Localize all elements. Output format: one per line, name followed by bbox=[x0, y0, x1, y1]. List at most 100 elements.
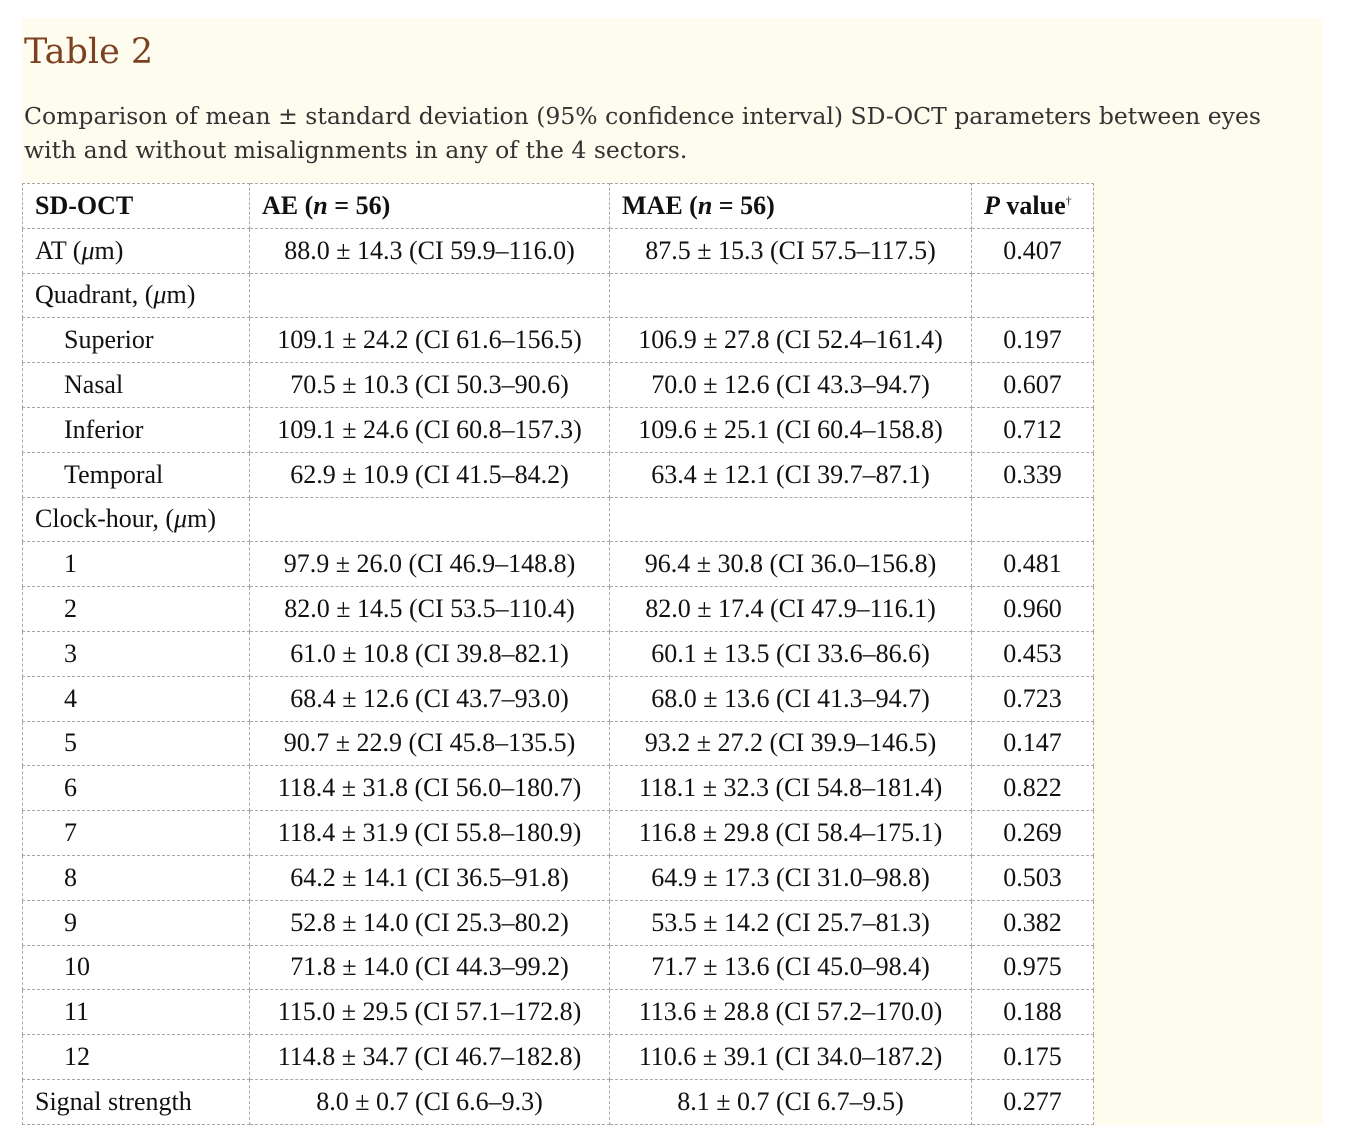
data-table: SD-OCT AE (n = 56) MAE (n = 56) P value†… bbox=[22, 183, 1094, 1125]
ae-value: 109.1 ± 24.6 (CI 60.8–157.3) bbox=[249, 406, 610, 453]
ae-value: 109.1 ± 24.2 (CI 61.6–156.5) bbox=[249, 317, 610, 364]
p-value: 0.269 bbox=[971, 810, 1094, 856]
row-label-pre: Clock-hour, ( bbox=[35, 504, 175, 534]
data-table-container: SD-OCT AE (n = 56) MAE (n = 56) P value†… bbox=[22, 183, 1094, 1125]
table-row: 12 114.8 ± 34.7 (CI 46.7–182.8) 110.6 ± … bbox=[22, 1034, 1094, 1080]
mae-value: 60.1 ± 13.5 (CI 33.6–86.6) bbox=[609, 630, 972, 677]
row-label: 10 bbox=[22, 944, 250, 991]
row-label: 5 bbox=[22, 720, 250, 767]
row-label: 12 bbox=[22, 1034, 250, 1080]
row-label: 3 bbox=[22, 630, 250, 677]
mae-value: 93.2 ± 27.2 (CI 39.9–146.5) bbox=[609, 720, 972, 767]
table-row: Nasal 70.5 ± 10.3 (CI 50.3–90.6) 70.0 ± … bbox=[22, 362, 1094, 408]
ae-value: 115.0 ± 29.5 (CI 57.1–172.8) bbox=[249, 989, 610, 1036]
row-label: 9 bbox=[22, 899, 250, 946]
p-value: 0.975 bbox=[971, 944, 1094, 991]
ae-value: 64.2 ± 14.1 (CI 36.5–91.8) bbox=[249, 854, 610, 901]
row-label: Clock-hour, (μm) bbox=[22, 496, 250, 543]
p-value: 0.503 bbox=[971, 854, 1094, 901]
table-row: Clock-hour, (μm) bbox=[22, 496, 1094, 543]
ae-value: 118.4 ± 31.8 (CI 56.0–180.7) bbox=[249, 765, 610, 812]
ae-value: 68.4 ± 12.6 (CI 43.7–93.0) bbox=[249, 675, 610, 722]
p-value: 0.197 bbox=[971, 317, 1094, 364]
ae-value bbox=[249, 272, 610, 319]
p-value: 0.339 bbox=[971, 451, 1094, 498]
p-value: 0.960 bbox=[971, 586, 1094, 632]
row-label: 7 bbox=[22, 810, 250, 856]
mae-value bbox=[609, 272, 972, 319]
row-label-pre: AT ( bbox=[35, 235, 82, 265]
row-label-post: m) bbox=[166, 280, 196, 310]
ae-value: 8.0 ± 0.7 (CI 6.6–9.3) bbox=[249, 1078, 610, 1125]
mae-value: 71.7 ± 13.6 (CI 45.0–98.4) bbox=[609, 944, 972, 991]
p-value bbox=[971, 496, 1094, 543]
table-row: Quadrant, (μm) bbox=[22, 272, 1094, 319]
mae-value: 87.5 ± 15.3 (CI 57.5–117.5) bbox=[609, 227, 972, 274]
mae-value: 96.4 ± 30.8 (CI 36.0–156.8) bbox=[609, 541, 972, 588]
header-dagger: † bbox=[1065, 193, 1072, 208]
header-mae-prefix: MAE ( bbox=[622, 190, 698, 220]
mae-value: 70.0 ± 12.6 (CI 43.3–94.7) bbox=[609, 362, 972, 408]
row-label: 6 bbox=[22, 765, 250, 812]
mu-symbol: μ bbox=[153, 280, 167, 310]
row-label-pre: Quadrant, ( bbox=[35, 280, 154, 310]
header-p-rest: value bbox=[999, 190, 1066, 220]
ae-value: 114.8 ± 34.7 (CI 46.7–182.8) bbox=[249, 1034, 610, 1080]
header-ae-suffix: = 56) bbox=[327, 190, 391, 220]
row-label: 1 bbox=[22, 541, 250, 588]
table-row: Signal strength 8.0 ± 0.7 (CI 6.6–9.3) 8… bbox=[22, 1078, 1094, 1125]
row-label: 4 bbox=[22, 675, 250, 722]
p-value: 0.188 bbox=[971, 989, 1094, 1036]
mae-value: 63.4 ± 12.1 (CI 39.7–87.1) bbox=[609, 451, 972, 498]
p-value: 0.407 bbox=[971, 227, 1094, 274]
row-label: Temporal bbox=[22, 451, 250, 498]
header-mae-n: n bbox=[697, 190, 713, 220]
mae-value: 8.1 ± 0.7 (CI 6.7–9.5) bbox=[609, 1078, 972, 1125]
header-p: P bbox=[984, 190, 1000, 220]
header-ae: AE (n = 56) bbox=[249, 183, 610, 229]
mae-value: 68.0 ± 13.6 (CI 41.3–94.7) bbox=[609, 675, 972, 722]
mae-value: 64.9 ± 17.3 (CI 31.0–98.8) bbox=[609, 854, 972, 901]
row-label-post: m) bbox=[187, 504, 216, 534]
ae-value: 90.7 ± 22.9 (CI 45.8–135.5) bbox=[249, 720, 610, 767]
row-label: 11 bbox=[22, 989, 250, 1036]
table-row: 9 52.8 ± 14.0 (CI 25.3–80.2) 53.5 ± 14.2… bbox=[22, 899, 1094, 946]
p-value bbox=[971, 272, 1094, 319]
p-value: 0.481 bbox=[971, 541, 1094, 588]
header-sd-oct: SD-OCT bbox=[22, 183, 250, 229]
p-value: 0.822 bbox=[971, 765, 1094, 812]
table-row: 4 68.4 ± 12.6 (CI 43.7–93.0) 68.0 ± 13.6… bbox=[22, 675, 1094, 722]
table-header-row: SD-OCT AE (n = 56) MAE (n = 56) P value† bbox=[22, 183, 1094, 229]
p-value: 0.277 bbox=[971, 1078, 1094, 1125]
ae-value: 97.9 ± 26.0 (CI 46.9–148.8) bbox=[249, 541, 610, 588]
table-row: Superior 109.1 ± 24.2 (CI 61.6–156.5) 10… bbox=[22, 317, 1094, 364]
header-mae: MAE (n = 56) bbox=[609, 183, 972, 229]
p-value: 0.453 bbox=[971, 630, 1094, 677]
table-caption: Comparison of mean ± standard deviation … bbox=[24, 102, 1261, 164]
table-row: 1 97.9 ± 26.0 (CI 46.9–148.8) 96.4 ± 30.… bbox=[22, 541, 1094, 588]
p-value: 0.607 bbox=[971, 362, 1094, 408]
mu-symbol: μ bbox=[81, 235, 95, 265]
header-ae-prefix: AE ( bbox=[262, 190, 314, 220]
mae-value: 53.5 ± 14.2 (CI 25.7–81.3) bbox=[609, 899, 972, 946]
table-row: Inferior 109.1 ± 24.6 (CI 60.8–157.3) 10… bbox=[22, 406, 1094, 453]
row-label: 2 bbox=[22, 586, 250, 632]
mae-value: 116.8 ± 29.8 (CI 58.4–175.1) bbox=[609, 810, 972, 856]
ae-value: 61.0 ± 10.8 (CI 39.8–82.1) bbox=[249, 630, 610, 677]
ae-value: 62.9 ± 10.9 (CI 41.5–84.2) bbox=[249, 451, 610, 498]
p-value: 0.382 bbox=[971, 899, 1094, 946]
table-row: AT (μm) 88.0 ± 14.3 (CI 59.9–116.0) 87.5… bbox=[22, 227, 1094, 274]
row-label-post: m) bbox=[94, 235, 124, 265]
ae-value: 71.8 ± 14.0 (CI 44.3–99.2) bbox=[249, 944, 610, 991]
mae-value: 118.1 ± 32.3 (CI 54.8–181.4) bbox=[609, 765, 972, 812]
row-label: Nasal bbox=[22, 362, 250, 408]
row-label: Signal strength bbox=[22, 1078, 250, 1125]
header-p-value: P value† bbox=[971, 183, 1094, 229]
row-label: Quadrant, (μm) bbox=[22, 272, 250, 319]
ae-value: 70.5 ± 10.3 (CI 50.3–90.6) bbox=[249, 362, 610, 408]
ae-value bbox=[249, 496, 610, 543]
ae-value: 52.8 ± 14.0 (CI 25.3–80.2) bbox=[249, 899, 610, 946]
table-row: 10 71.8 ± 14.0 (CI 44.3–99.2) 71.7 ± 13.… bbox=[22, 944, 1094, 991]
ae-value: 118.4 ± 31.9 (CI 55.8–180.9) bbox=[249, 810, 610, 856]
table-row: 6 118.4 ± 31.8 (CI 56.0–180.7) 118.1 ± 3… bbox=[22, 765, 1094, 812]
